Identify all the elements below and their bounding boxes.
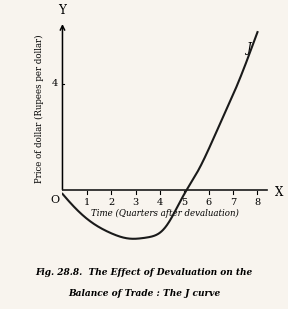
Text: 3: 3 [132,198,139,207]
Text: 4: 4 [52,79,58,88]
Text: J: J [247,42,251,55]
Text: 7: 7 [230,198,236,207]
Text: 8: 8 [254,198,261,207]
Text: 1: 1 [84,198,90,207]
Text: Time (Quarters after devaluation): Time (Quarters after devaluation) [91,210,239,218]
Text: 4: 4 [157,198,163,207]
Text: 6: 6 [206,198,212,207]
Text: 2: 2 [108,198,114,207]
Text: Y: Y [58,4,67,17]
Text: Balance of Trade : The J curve: Balance of Trade : The J curve [68,289,220,298]
Text: O: O [50,195,60,205]
Text: X: X [275,186,283,199]
Text: 5: 5 [181,198,187,207]
Text: Fig. 28.8.  The Effect of Devaluation on the: Fig. 28.8. The Effect of Devaluation on … [35,268,253,277]
Text: Price of dollar (Rupees per dollar): Price of dollar (Rupees per dollar) [35,34,44,183]
